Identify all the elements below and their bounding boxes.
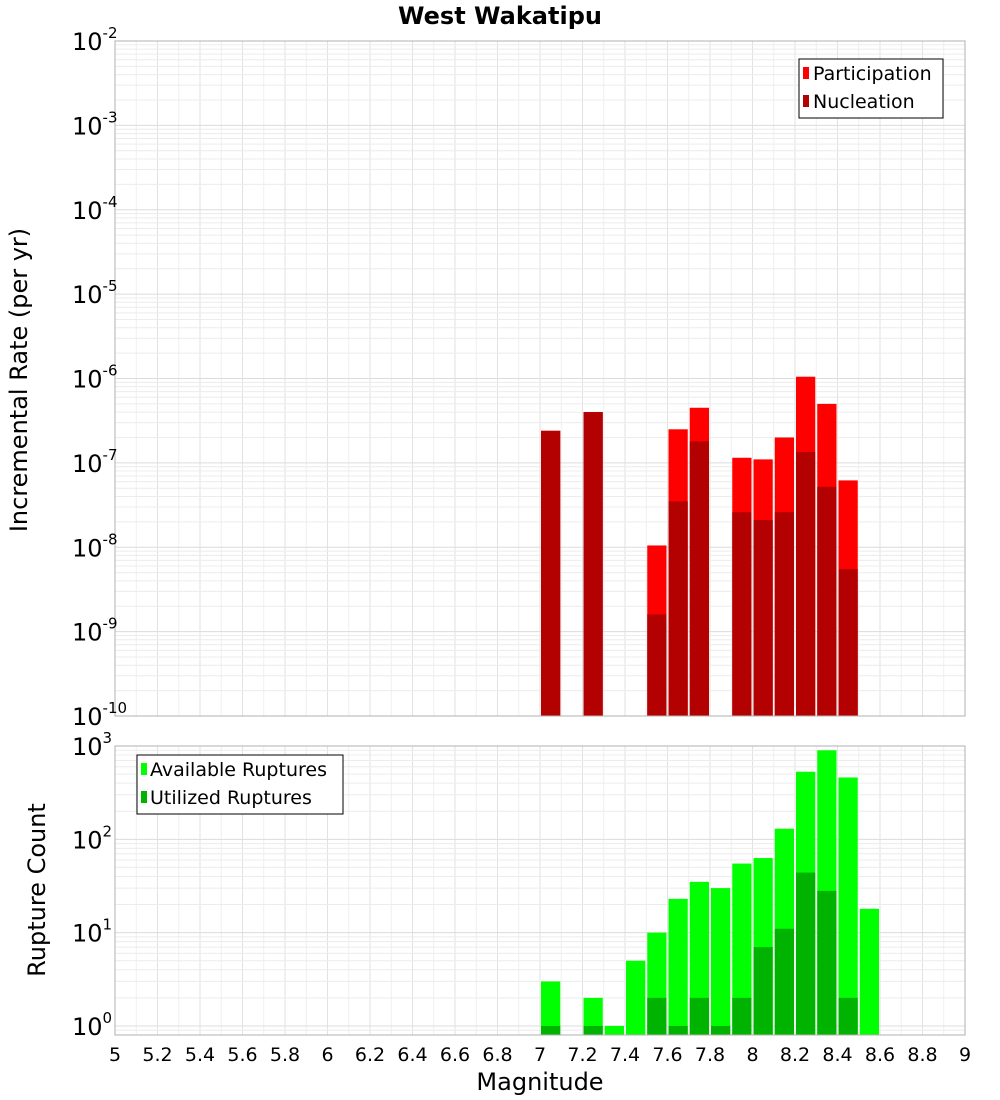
bar-utilized-7.75 <box>689 997 709 1035</box>
bar-nucleation-7.25 <box>583 412 603 716</box>
x-tick-labels: 5 5.2 5.4 5.6 5.8 6 6.2 6.4 6.6 6.8 7 7.2 7.4 7.6 7.8 8… <box>109 1044 971 1066</box>
bar-utilized-8.25 <box>796 872 816 1035</box>
x-tick-label: 5.4 <box>185 1044 215 1066</box>
top-y-tick-label: 10-2 <box>72 24 118 56</box>
bar-nucleation-7.75 <box>689 441 709 716</box>
x-tick-label: 5.2 <box>142 1044 172 1066</box>
bar-utilized-8.15 <box>774 928 794 1035</box>
x-tick-label: 7.4 <box>610 1044 640 1066</box>
top-y-tick-label: 10-10 <box>72 699 127 731</box>
x-tick-label: 7 <box>534 1044 546 1066</box>
chart-title: West Wakatipu <box>398 2 602 30</box>
bottom-y-tick-labels: 100 101 102 103 <box>72 729 112 1041</box>
x-tick-label: 8.8 <box>907 1044 937 1066</box>
bottom-legend-box <box>136 754 344 815</box>
bar-nucleation-7.65 <box>668 501 688 716</box>
top-panel-frame <box>114 40 966 717</box>
top-legend: Participation Nucleation <box>798 58 944 119</box>
bottom-panel-frame <box>114 745 966 1036</box>
bar-nucleation-8.05 <box>753 520 773 716</box>
x-tick-label: 5 <box>109 1044 121 1066</box>
x-tick-label: 8 <box>746 1044 758 1066</box>
bar-utilized-8.45 <box>838 997 858 1035</box>
bottom-y-tick-label: 102 <box>72 822 112 854</box>
top-y-tick-labels: 10-10 10-9 10-8 10-7 10-6 10-5 10-4 10-3 10-2 <box>72 24 127 731</box>
x-tick-label: 5.8 <box>270 1044 300 1066</box>
x-tick-label: 6.8 <box>482 1044 512 1066</box>
x-axis-label: Magnitude <box>476 1068 603 1096</box>
bar-available-8.45 <box>838 777 858 1035</box>
bottom-y-tick-label: 103 <box>72 729 112 761</box>
x-tick-label: 6.2 <box>355 1044 385 1066</box>
legend-label-nucleation: Nucleation <box>813 91 915 113</box>
bar-utilized-7.65 <box>668 1025 688 1035</box>
top-panel-bars <box>541 376 858 716</box>
bar-available-7.85 <box>711 888 731 1035</box>
top-y-tick-label: 10-3 <box>72 108 118 140</box>
bar-nucleation-7.55 <box>647 614 667 716</box>
top-legend-box <box>798 58 944 119</box>
x-tick-label: 8.2 <box>780 1044 810 1066</box>
top-y-tick-label: 10-6 <box>72 362 118 394</box>
bar-available-7.95 <box>732 863 752 1035</box>
bottom-y-tick-label: 101 <box>72 916 112 948</box>
bar-available-7.65 <box>668 898 688 1035</box>
x-tick-label: 6.6 <box>440 1044 470 1066</box>
top-y-tick-label: 10-5 <box>72 277 118 309</box>
bar-available-7.05 <box>541 981 561 1035</box>
x-tick-label: 8.6 <box>865 1044 895 1066</box>
bar-utilized-7.05 <box>541 1025 561 1035</box>
bar-utilized-8.05 <box>753 947 773 1035</box>
legend-swatch-utilized-ruptures <box>141 791 147 803</box>
bar-utilized-7.85 <box>711 1025 731 1035</box>
x-tick-label: 8.4 <box>822 1044 852 1066</box>
bottom-panel-bars <box>541 750 879 1035</box>
x-tick-label: 6.4 <box>397 1044 427 1066</box>
bar-nucleation-7.05 <box>541 430 561 716</box>
top-y-tick-label: 10-8 <box>72 530 118 562</box>
x-tick-label: 7.2 <box>567 1044 597 1066</box>
bottom-y-tick-label: 100 <box>72 1009 112 1041</box>
bar-utilized-7.55 <box>647 997 667 1035</box>
bar-nucleation-7.95 <box>732 512 752 716</box>
legend-label-utilized-ruptures: Utilized Ruptures <box>150 787 312 809</box>
bottom-y-axis-label: Rupture Count <box>23 803 51 977</box>
bar-nucleation-8.15 <box>774 512 794 716</box>
bar-nucleation-8.35 <box>817 486 837 716</box>
top-y-axis-label: Incremental Rate (per yr) <box>5 228 33 532</box>
bar-nucleation-8.25 <box>796 451 816 716</box>
legend-label-available-ruptures: Available Ruptures <box>150 759 327 781</box>
legend-swatch-available-ruptures <box>141 763 147 775</box>
top-y-tick-label: 10-9 <box>72 615 118 647</box>
bar-utilized-7.95 <box>732 997 752 1035</box>
bar-utilized-7.25 <box>583 1025 603 1035</box>
bottom-legend: Available Ruptures Utilized Ruptures <box>136 754 344 815</box>
bar-available-7.45 <box>626 960 646 1035</box>
bar-utilized-8.35 <box>817 890 837 1035</box>
legend-swatch-nucleation <box>803 95 809 107</box>
legend-swatch-participation <box>803 67 809 79</box>
bar-available-8.55 <box>859 908 879 1035</box>
bar-available-7.75 <box>689 881 709 1035</box>
top-y-tick-label: 10-7 <box>72 446 118 478</box>
bar-available-7.35 <box>604 1025 624 1035</box>
x-tick-label: 9 <box>959 1044 971 1066</box>
top-y-tick-label: 10-4 <box>72 193 118 225</box>
x-tick-label: 7.8 <box>695 1044 725 1066</box>
bar-nucleation-8.45 <box>838 569 858 716</box>
bar-available-7.25 <box>583 997 603 1035</box>
top-panel-grid <box>114 40 966 717</box>
x-tick-label: 6 <box>321 1044 333 1066</box>
x-tick-label: 5.6 <box>227 1044 257 1066</box>
legend-label-participation: Participation <box>813 63 932 85</box>
x-tick-label: 7.6 <box>652 1044 682 1066</box>
